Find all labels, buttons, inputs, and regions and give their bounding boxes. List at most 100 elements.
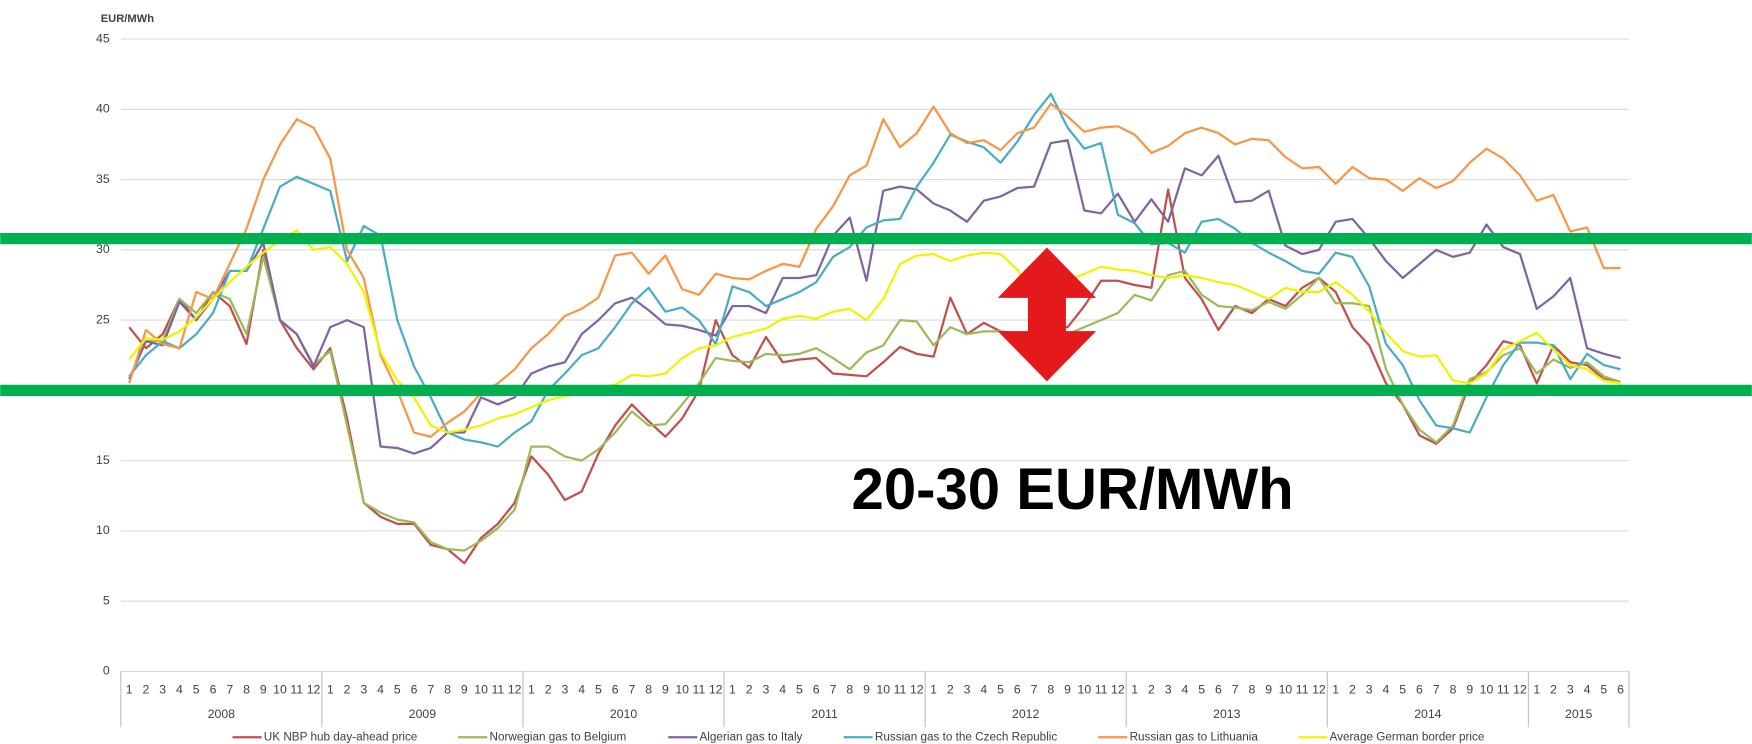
year-label: 2008 (208, 707, 235, 721)
x-tick-label: 3 (964, 683, 971, 697)
legend-label: Average German border price (1330, 730, 1485, 743)
x-tick-label: 8 (1248, 683, 1255, 697)
x-tick-label: 2 (947, 683, 954, 697)
x-tick-label: 9 (260, 683, 267, 697)
x-tick-label: 2 (1349, 683, 1356, 697)
x-tick-label: 2 (344, 683, 351, 697)
x-tick-label: 3 (561, 683, 568, 697)
x-tick-label: 6 (813, 683, 820, 697)
x-tick-label: 4 (1383, 683, 1390, 697)
x-tick-label: 7 (1031, 683, 1038, 697)
x-tick-label: 5 (595, 683, 602, 697)
x-tick-label: 5 (1198, 683, 1205, 697)
x-tick-label: 2 (746, 683, 753, 697)
x-tick-label: 5 (193, 683, 200, 697)
x-tick-label: 4 (980, 683, 987, 697)
year-label: 2012 (1012, 707, 1039, 721)
x-tick-label: 11 (491, 683, 504, 697)
x-tick-label: 4 (1584, 683, 1591, 697)
x-tick-label: 9 (1265, 683, 1272, 697)
x-tick-label: 6 (210, 683, 217, 697)
x-tick-label: 2 (143, 683, 150, 697)
x-tick-label: 2 (545, 683, 552, 697)
x-tick-label: 1 (1131, 683, 1138, 697)
x-tick-label: 5 (1600, 683, 1607, 697)
x-tick-label: 4 (377, 683, 384, 697)
y-tick-label: 35 (96, 172, 110, 186)
x-tick-label: 8 (645, 683, 652, 697)
x-tick-label: 4 (578, 683, 585, 697)
year-label: 2010 (610, 707, 637, 721)
x-tick-label: 7 (830, 683, 837, 697)
x-tick-label: 6 (612, 683, 619, 697)
y-tick-label: 25 (96, 312, 110, 326)
x-tick-label: 11 (1095, 683, 1108, 697)
x-tick-label: 8 (1047, 683, 1054, 697)
x-tick-label: 11 (1296, 683, 1309, 697)
x-tick-label: 12 (1111, 683, 1125, 697)
x-tick-label: 7 (427, 683, 434, 697)
x-tick-label: 4 (1181, 683, 1188, 697)
x-tick-label: 6 (1617, 683, 1624, 697)
annotation: 20-30 EUR/MWh (852, 457, 1294, 522)
x-tick-label: 4 (779, 683, 786, 697)
year-label: 2015 (1565, 707, 1592, 721)
year-label: 2011 (811, 707, 838, 721)
x-tick-label: 1 (729, 683, 736, 697)
x-tick-label: 8 (243, 683, 250, 697)
x-tick-label: 1 (930, 683, 937, 697)
x-tick-label: 1 (327, 683, 334, 697)
x-tick-label: 12 (1312, 683, 1326, 697)
x-tick-label: 3 (1366, 683, 1373, 697)
x-tick-label: 12 (508, 683, 522, 697)
legend-label: Russian gas to the Czech Republic (875, 730, 1058, 743)
x-tick-label: 3 (159, 683, 166, 697)
y-axis-label: EUR/MWh (101, 13, 154, 25)
x-tick-label: 7 (226, 683, 233, 697)
x-tick-label: 2 (1550, 683, 1557, 697)
year-label: 2014 (1414, 707, 1441, 721)
legend-label: UK NBP hub day-ahead price (264, 730, 418, 743)
y-tick-label: 45 (96, 31, 110, 45)
x-tick-label: 6 (411, 683, 418, 697)
x-tick-label: 8 (846, 683, 853, 697)
x-tick-label: 7 (628, 683, 635, 697)
y-tick-label: 5 (103, 593, 110, 607)
x-tick-label: 9 (1064, 683, 1071, 697)
year-label: 2009 (409, 707, 436, 721)
x-tick-label: 3 (1165, 683, 1172, 697)
y-tick-label: 40 (96, 102, 110, 116)
x-tick-label: 9 (1466, 683, 1473, 697)
x-tick-label: 4 (176, 683, 183, 697)
x-tick-label: 10 (1480, 683, 1494, 697)
x-tick-label: 11 (1497, 683, 1510, 697)
x-tick-label: 6 (1215, 683, 1222, 697)
x-tick-label: 10 (474, 683, 488, 697)
y-tick-label: 10 (96, 523, 110, 537)
x-tick-label: 12 (709, 683, 723, 697)
x-tick-label: 7 (1433, 683, 1440, 697)
x-tick-label: 10 (675, 683, 689, 697)
x-tick-label: 1 (528, 683, 535, 697)
y-tick-label: 0 (103, 664, 110, 678)
y-tick-label: 15 (96, 453, 110, 467)
x-tick-label: 12 (307, 683, 321, 697)
x-tick-label: 11 (693, 683, 706, 697)
x-tick-label: 1 (1332, 683, 1339, 697)
x-tick-label: 2 (1148, 683, 1155, 697)
x-tick-label: 10 (273, 683, 287, 697)
x-tick-label: 8 (1450, 683, 1457, 697)
x-tick-label: 1 (126, 683, 133, 697)
series-line (128, 188, 1621, 565)
x-tick-label: 3 (360, 683, 367, 697)
x-tick-label: 10 (1279, 683, 1293, 697)
legend-label: Algerian gas to Italy (699, 730, 802, 743)
x-tick-label: 3 (1567, 683, 1574, 697)
legend-label: Norwegian gas to Belgium (489, 730, 626, 743)
x-tick-label: 8 (444, 683, 451, 697)
range-arrow (997, 247, 1097, 382)
x-tick-label: 6 (1416, 683, 1423, 697)
x-tick-label: 9 (863, 683, 870, 697)
x-tick-label: 11 (894, 683, 907, 697)
